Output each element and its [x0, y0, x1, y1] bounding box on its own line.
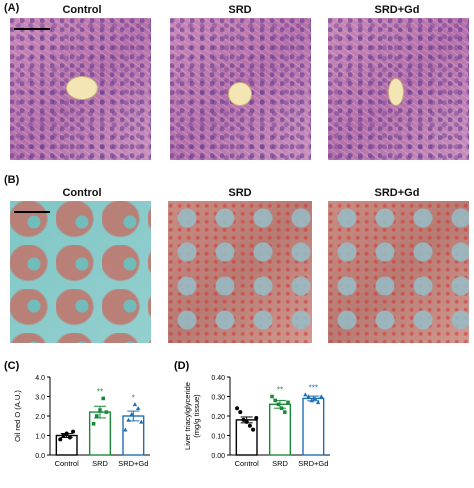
y-tick-label: 0.20 — [211, 414, 225, 421]
y-tick-label: 0.30 — [211, 395, 225, 402]
data-point — [71, 429, 76, 434]
data-point — [251, 427, 256, 432]
data-point — [279, 406, 284, 410]
data-point — [247, 423, 252, 428]
data-point — [273, 398, 277, 403]
y-tick-label: 2.0 — [35, 414, 45, 421]
bar — [268, 403, 292, 456]
data-point — [312, 396, 318, 401]
data-point — [276, 402, 281, 407]
panel-a-label: (A) — [4, 2, 20, 14]
data-point — [91, 422, 96, 426]
data-point — [306, 394, 311, 399]
data-point — [61, 433, 66, 438]
panel-label: (C) — [4, 360, 20, 372]
scale-bar — [14, 211, 50, 213]
data-point — [241, 417, 246, 422]
data-point — [309, 398, 314, 403]
y-axis-label: Liver triacylglyceride — [183, 382, 192, 450]
he-image-control — [10, 18, 151, 160]
he-image-srd-gd — [328, 18, 469, 160]
oil-red-image-srd — [168, 201, 312, 343]
category-label: Control — [235, 459, 260, 468]
panel-label: (D) — [174, 360, 190, 372]
data-point — [303, 392, 308, 397]
y-tick-label: 1.0 — [35, 434, 45, 441]
oil-red-image-control — [10, 201, 151, 343]
y-tick-label: 4.0 — [35, 375, 45, 382]
data-point — [95, 414, 99, 418]
data-point — [238, 410, 243, 415]
panel-a-title-control: Control — [62, 4, 102, 16]
central-vein — [388, 78, 404, 106]
central-vein — [66, 76, 98, 100]
panel-a-title-srd-gd: SRD+Gd — [374, 4, 420, 16]
data-point — [235, 406, 240, 411]
scale-bar — [14, 28, 50, 30]
bar — [88, 411, 112, 456]
category-label: SRD — [272, 459, 288, 468]
triacylglyceride-bar-chart: (D) 0.00 0.10 0.20 0.30 0.40 Liver triacylglyc… — [174, 360, 330, 468]
data-point — [286, 400, 290, 405]
data-point — [98, 408, 102, 412]
y-tick-label: 3.0 — [35, 395, 45, 402]
central-vein — [228, 82, 252, 106]
y-axis-label: Oil red O (A.U.) — [13, 390, 22, 442]
category-label: SRD+Gd — [118, 459, 148, 468]
data-point — [64, 431, 69, 436]
y-tick-label: 0.10 — [211, 434, 225, 441]
data-point — [126, 417, 131, 422]
category-label: SRD+Gd — [298, 459, 328, 468]
data-point — [254, 415, 259, 420]
data-point — [67, 435, 72, 440]
panel-b-title-control: Control — [62, 187, 102, 199]
significance-label: *** — [309, 384, 318, 393]
data-point — [58, 437, 63, 442]
significance-label: ** — [97, 387, 103, 396]
y-tick-label: 0.40 — [211, 375, 225, 382]
data-point — [104, 410, 109, 414]
bar — [235, 419, 258, 456]
oil-red-bar-chart: (C) 0.0 1.0 2.0 3.0 4.0 Oil red O (A.U.) Contro… — [4, 360, 150, 468]
y-axis-label: (mg/g tissue) — [192, 394, 201, 438]
data-point — [139, 419, 144, 424]
panel-b-title-srd-gd: SRD+Gd — [374, 187, 420, 199]
data-point — [270, 394, 274, 399]
panel-b-label: (B) — [4, 174, 20, 186]
category-label: Control — [55, 459, 80, 468]
panel-a-title-srd: SRD — [228, 4, 252, 16]
data-point — [132, 402, 138, 407]
data-point — [283, 410, 287, 414]
data-point — [315, 400, 321, 405]
data-point — [129, 411, 134, 416]
significance-label: * — [132, 393, 135, 402]
oil-red-image-srd-gd — [328, 201, 469, 343]
data-point — [101, 396, 105, 401]
bar — [302, 397, 325, 456]
data-point — [123, 427, 128, 432]
data-point — [319, 394, 324, 399]
he-image-srd — [170, 18, 311, 160]
y-tick-label: 0.00 — [211, 453, 225, 460]
data-point — [135, 406, 141, 410]
category-label: SRD — [92, 459, 108, 468]
y-tick-label: 0.0 — [35, 453, 45, 460]
data-point — [244, 419, 249, 424]
significance-label: ** — [277, 386, 283, 395]
panel-b-title-srd: SRD — [228, 187, 252, 199]
